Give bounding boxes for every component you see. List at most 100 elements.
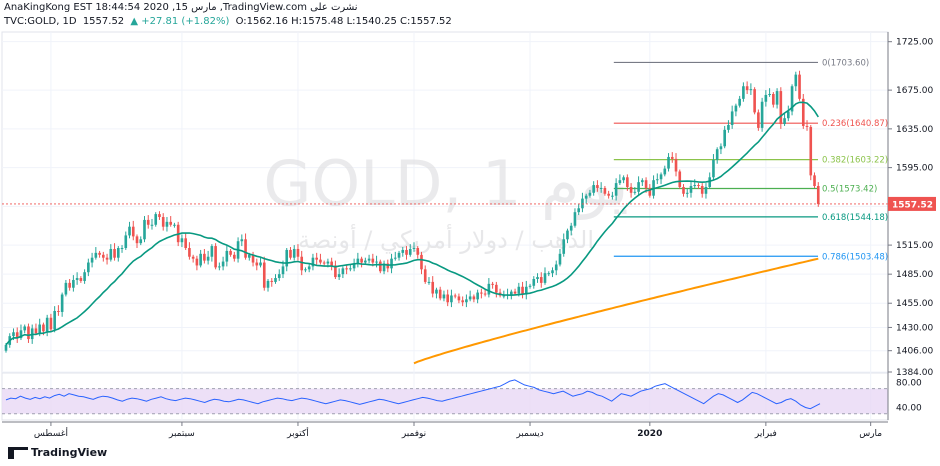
candle-body bbox=[697, 185, 700, 187]
candle bbox=[345, 265, 348, 275]
grid bbox=[1, 31, 889, 421]
rsi-band bbox=[2, 388, 888, 414]
candle-body bbox=[712, 159, 715, 178]
candle bbox=[229, 248, 232, 257]
candle bbox=[539, 272, 543, 288]
candle bbox=[637, 176, 640, 195]
candle bbox=[603, 186, 607, 196]
candle bbox=[124, 231, 128, 250]
candle bbox=[521, 281, 524, 299]
candle-body bbox=[727, 124, 730, 130]
last-price-tag-text: 1557.52 bbox=[892, 200, 933, 210]
ma200-series bbox=[413, 257, 819, 365]
candle bbox=[487, 278, 491, 298]
candle-body bbox=[330, 261, 333, 266]
candle bbox=[816, 182, 820, 207]
candle-body bbox=[244, 239, 247, 258]
candle bbox=[128, 221, 131, 239]
candle bbox=[259, 257, 262, 268]
candle bbox=[438, 286, 442, 301]
candle-body bbox=[483, 293, 487, 295]
candle bbox=[87, 258, 90, 277]
candle bbox=[734, 103, 738, 117]
candle bbox=[34, 323, 38, 336]
candle-body bbox=[779, 91, 783, 125]
candle-body bbox=[195, 258, 199, 266]
candle bbox=[476, 289, 479, 304]
candle bbox=[757, 109, 760, 131]
candle-body bbox=[757, 112, 760, 128]
candle bbox=[543, 267, 547, 285]
candle bbox=[94, 247, 98, 260]
candle bbox=[633, 186, 637, 195]
candle bbox=[629, 183, 633, 198]
candle-body bbox=[79, 278, 83, 281]
candle-body bbox=[49, 317, 53, 330]
candle-body bbox=[19, 330, 23, 339]
candle-body bbox=[480, 292, 483, 294]
candle-body bbox=[566, 230, 569, 240]
candle-body bbox=[349, 268, 352, 270]
candle bbox=[674, 153, 678, 177]
candle bbox=[536, 273, 539, 283]
candle bbox=[116, 246, 120, 262]
candle-body bbox=[247, 254, 251, 258]
candle-body bbox=[461, 300, 464, 303]
candle-body bbox=[139, 239, 143, 244]
candle-body bbox=[285, 249, 289, 267]
candle-body bbox=[214, 246, 217, 268]
candle bbox=[72, 275, 75, 292]
candle-body bbox=[341, 268, 345, 275]
candle bbox=[341, 266, 345, 279]
candle-body bbox=[667, 156, 670, 169]
candle-body bbox=[491, 283, 494, 285]
candle bbox=[745, 81, 749, 94]
candle bbox=[379, 259, 382, 274]
candle bbox=[352, 258, 356, 272]
candle-body bbox=[210, 246, 214, 257]
candle-body bbox=[38, 324, 41, 334]
candle bbox=[562, 233, 566, 257]
candle-body bbox=[319, 259, 322, 263]
candle-body bbox=[465, 299, 468, 303]
candle bbox=[693, 179, 697, 188]
tradingview-logo[interactable]: TradingView bbox=[8, 446, 107, 459]
candle-body bbox=[798, 74, 801, 99]
candle bbox=[569, 222, 573, 236]
y-tick-label: 1406.00 bbox=[896, 347, 933, 357]
candle-body bbox=[229, 250, 232, 255]
candle-body bbox=[379, 261, 382, 272]
candle bbox=[382, 260, 386, 275]
candle-body bbox=[715, 149, 719, 160]
candle bbox=[154, 212, 158, 227]
candle bbox=[356, 252, 360, 268]
candle bbox=[277, 269, 281, 281]
last-price-tag bbox=[888, 196, 936, 211]
candle bbox=[397, 250, 401, 261]
candle-body bbox=[641, 180, 644, 183]
candle-body bbox=[262, 262, 266, 288]
candle-body bbox=[53, 310, 56, 330]
price-change: ▲ +27.81 (+1.82%) bbox=[130, 16, 230, 27]
candle bbox=[53, 306, 56, 333]
candle-body bbox=[644, 180, 648, 188]
brand-name: TradingView bbox=[31, 446, 108, 459]
candle-body bbox=[27, 326, 30, 340]
candle-body bbox=[356, 258, 360, 264]
candle bbox=[659, 172, 663, 185]
candle bbox=[270, 278, 274, 287]
candle-body bbox=[614, 183, 618, 196]
symbol-label[interactable]: TVC:GOLD, 1D bbox=[4, 16, 77, 27]
candle bbox=[704, 183, 708, 199]
candle-body bbox=[528, 285, 532, 287]
candle-body bbox=[128, 226, 131, 236]
ohlc-values: O:1562.16 H:1575.48 L:1540.25 C:1557.52 bbox=[235, 16, 452, 27]
candle-body bbox=[435, 289, 438, 294]
x-tick-label: أكتوبر bbox=[286, 427, 309, 439]
candle bbox=[622, 175, 625, 184]
candle bbox=[319, 253, 322, 265]
candle bbox=[233, 251, 236, 262]
fib-label: 0.786(1503.48) bbox=[822, 252, 888, 262]
candle-body bbox=[240, 239, 244, 242]
